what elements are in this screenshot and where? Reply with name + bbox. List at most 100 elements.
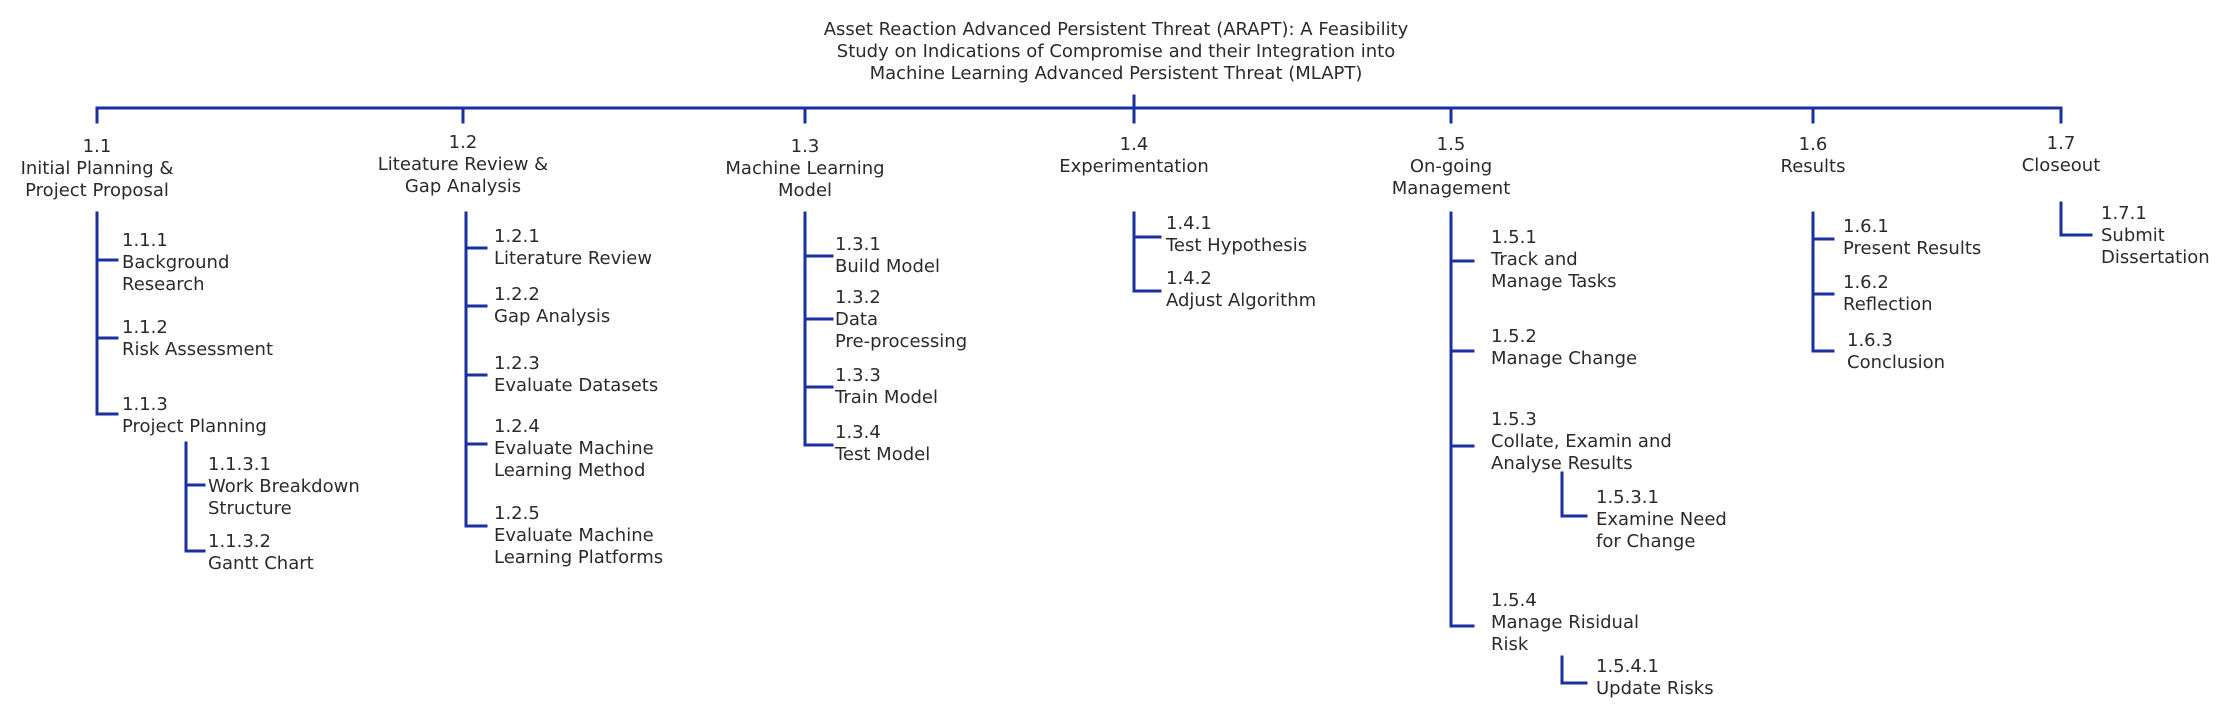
task-node: 1.4.1 Test Hypothesis <box>1166 213 1307 257</box>
node-id: 1.6 <box>1798 134 1828 155</box>
node-label: Model <box>777 180 833 201</box>
node-label: Manage Change <box>1491 348 1638 369</box>
task-node: 1.2.1 Literature Review <box>494 226 652 270</box>
node-label: Submit <box>2101 225 2165 246</box>
node-label: Experimentation <box>1059 156 1209 177</box>
node-label: Initial Planning & <box>20 158 174 179</box>
branch-1-4 <box>1132 211 1162 293</box>
node-label: Manage Tasks <box>1491 271 1617 292</box>
node-label: Work Breakdown <box>208 476 360 497</box>
node-label: Analyse Results <box>1491 453 1633 474</box>
subtask-node: 1.1.3.2 Gantt Chart <box>208 531 314 575</box>
diagram-title: Asset Reaction Advanced Persistent Threa… <box>816 19 1416 85</box>
node-label: Project Proposal <box>25 180 169 201</box>
node-id: 1.3.3 <box>835 365 881 386</box>
node-id: 1.2.4 <box>494 416 540 437</box>
branch-1-5 <box>1449 211 1475 628</box>
title-line: Study on Indications of Compromise and t… <box>836 41 1396 62</box>
task-node: 1.7.1 Submit Dissertation <box>2101 203 2210 269</box>
node-label: Results <box>1780 156 1846 177</box>
branch-1-5-4 <box>1560 655 1588 685</box>
task-node: 1.2.3 Evaluate Datasets <box>494 353 658 397</box>
node-label: Test Model <box>835 444 931 465</box>
node-label: Manage Risidual <box>1491 612 1639 633</box>
node-label: Evaluate Machine <box>494 525 654 546</box>
node-label: Reflection <box>1843 294 1933 315</box>
task-node: 1.2.5 Evaluate Machine Learning Platform… <box>494 503 663 569</box>
task-node: 1.5.3 Collate, Examin and Analyse Result… <box>1491 409 1672 475</box>
node-id: 1.3.4 <box>835 422 881 443</box>
root-bus <box>95 94 2063 110</box>
phase-node: 1.3 Machine Learning Model <box>715 136 895 202</box>
node-label: Test Hypothesis <box>1166 235 1308 256</box>
node-label: Examine Need <box>1596 509 1727 530</box>
node-id: 1.4 <box>1119 134 1149 155</box>
node-label: Learning Platforms <box>494 547 664 568</box>
node-id: 1.6.2 <box>1843 272 1889 293</box>
node-id: 1.6.1 <box>1843 216 1889 237</box>
node-id: 1.6.3 <box>1847 330 1893 351</box>
node-label: Literature Review <box>494 248 653 269</box>
branch-1-7 <box>2059 201 2093 237</box>
task-node: 1.2.4 Evaluate Machine Learning Method <box>494 416 654 482</box>
task-node: 1.6.3 Conclusion <box>1847 330 1945 374</box>
title-line: Asset Reaction Advanced Persistent Threa… <box>823 19 1409 40</box>
branch-1-1-3 <box>184 441 206 553</box>
subtask-node: 1.1.3.1 Work Breakdown Structure <box>208 454 360 520</box>
node-label: Track and <box>1491 249 1578 270</box>
node-id: 1.2.1 <box>494 226 540 247</box>
task-node: 1.3.1 Build Model <box>835 234 940 278</box>
node-label: Gantt Chart <box>208 553 314 574</box>
node-id: 1.1.3.2 <box>208 531 271 552</box>
node-id: 1.4.1 <box>1166 213 1212 234</box>
node-id: 1.3 <box>790 136 820 157</box>
node-label: Data <box>835 309 878 330</box>
subtask-node: 1.5.3.1 Examine Need for Change <box>1596 487 1727 553</box>
node-label: Update Risks <box>1596 678 1714 699</box>
task-node: 1.6.2 Reflection <box>1843 272 1933 316</box>
node-label: Adjust Algorithm <box>1166 290 1317 311</box>
branch-1-1 <box>95 211 119 416</box>
phase-drops <box>95 106 2063 124</box>
node-id: 1.3.1 <box>835 234 881 255</box>
phase-node: 1.2 Liteature Review & Gap Analysis <box>363 132 563 198</box>
node-id: 1.2 <box>448 132 478 153</box>
node-label: Risk <box>1491 634 1529 655</box>
node-label: Machine Learning <box>725 158 885 179</box>
node-id: 1.5.4.1 <box>1596 656 1659 677</box>
task-node: 1.5.2 Manage Change <box>1491 326 1637 370</box>
node-id: 1.5.2 <box>1491 326 1537 347</box>
task-node: 1.1.2 Risk Assessment <box>122 317 273 361</box>
node-label: Structure <box>208 498 292 519</box>
node-label: for Change <box>1596 531 1696 552</box>
node-id: 1.1 <box>82 136 112 157</box>
node-label: Evaluate Machine <box>494 438 654 459</box>
node-id: 1.1.2 <box>122 317 168 338</box>
title-line: Machine Learning Advanced Persistent Thr… <box>869 63 1363 84</box>
node-label: Closeout <box>2021 155 2101 176</box>
node-label: Conclusion <box>1847 352 1946 373</box>
phase-node: 1.5 On-going Management <box>1361 134 1541 200</box>
task-node: 1.6.1 Present Results <box>1843 216 1981 260</box>
node-label: Gap Analysis <box>494 306 611 327</box>
phase-node: 1.1 Initial Planning & Project Proposal <box>7 136 187 202</box>
node-label: Project Planning <box>122 416 267 437</box>
task-node: 1.5.4 Manage Risidual Risk <box>1491 590 1639 656</box>
node-label: Train Model <box>835 387 938 408</box>
node-label: Evaluate Datasets <box>494 375 659 396</box>
phase-node: 1.4 Experimentation <box>1034 134 1234 178</box>
node-id: 1.5.3.1 <box>1596 487 1659 508</box>
node-label: Risk Assessment <box>122 339 274 360</box>
phase-node: 1.6 Results <box>1733 134 1893 178</box>
node-label: Liteature Review & <box>377 154 549 175</box>
task-node: 1.1.1 Background Research <box>122 230 229 296</box>
node-id: 1.2.3 <box>494 353 540 374</box>
branch-1-2 <box>464 211 488 528</box>
node-label: Build Model <box>835 256 940 277</box>
node-id: 1.1.3.1 <box>208 454 271 475</box>
branch-1-6 <box>1811 211 1835 353</box>
node-label: Gap Analysis <box>404 176 522 197</box>
task-node: 1.5.1 Track and Manage Tasks <box>1491 227 1616 293</box>
node-label: Management <box>1391 178 1511 199</box>
